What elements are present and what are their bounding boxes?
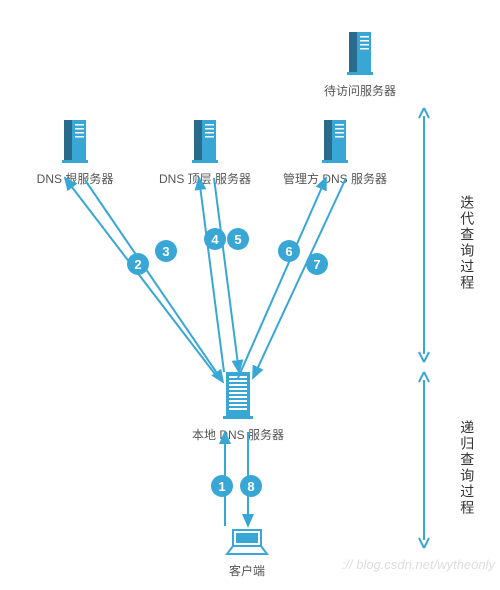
arrow-5 — [214, 178, 239, 372]
step-badge-5: 5 — [227, 228, 249, 250]
watermark: :// blog.csdn.net/wytheonly — [342, 557, 495, 572]
arrow-2 — [65, 178, 218, 378]
node-client-label: 客户端 — [229, 562, 265, 579]
bracket-1 — [412, 362, 442, 558]
node-local: 本地 DNS 服务器 — [220, 372, 256, 423]
node-auth: 管理方 DNS 服务器 — [320, 120, 350, 165]
step-badge-2: 2 — [127, 253, 149, 275]
arrow-7 — [253, 178, 346, 378]
arrow-4 — [199, 178, 224, 372]
bracket-label-0: 迭代查询过程 — [458, 195, 476, 291]
arrow-3 — [85, 180, 223, 382]
step-badge-1: 1 — [211, 475, 233, 497]
node-target: 待访问服务器 — [345, 32, 375, 77]
bracket-label-1: 递归查询过程 — [458, 420, 476, 516]
node-auth-label: 管理方 DNS 服务器 — [283, 170, 387, 187]
node-client: 客户端 — [225, 528, 269, 561]
node-target-label: 待访问服务器 — [324, 82, 396, 99]
step-badge-8: 8 — [240, 475, 262, 497]
bracket-0 — [412, 98, 442, 372]
step-badge-7: 7 — [306, 253, 328, 275]
node-local-label: 本地 DNS 服务器 — [192, 426, 284, 443]
arrow-6 — [238, 178, 326, 378]
step-badge-6: 6 — [278, 240, 300, 262]
step-badge-3: 3 — [155, 240, 177, 262]
node-tld-label: DNS 顶层 服务器 — [159, 170, 251, 187]
node-root-label: DNS 根服务器 — [37, 170, 114, 187]
step-badge-4: 4 — [204, 228, 226, 250]
node-tld: DNS 顶层 服务器 — [190, 120, 220, 165]
node-root: DNS 根服务器 — [60, 120, 90, 165]
